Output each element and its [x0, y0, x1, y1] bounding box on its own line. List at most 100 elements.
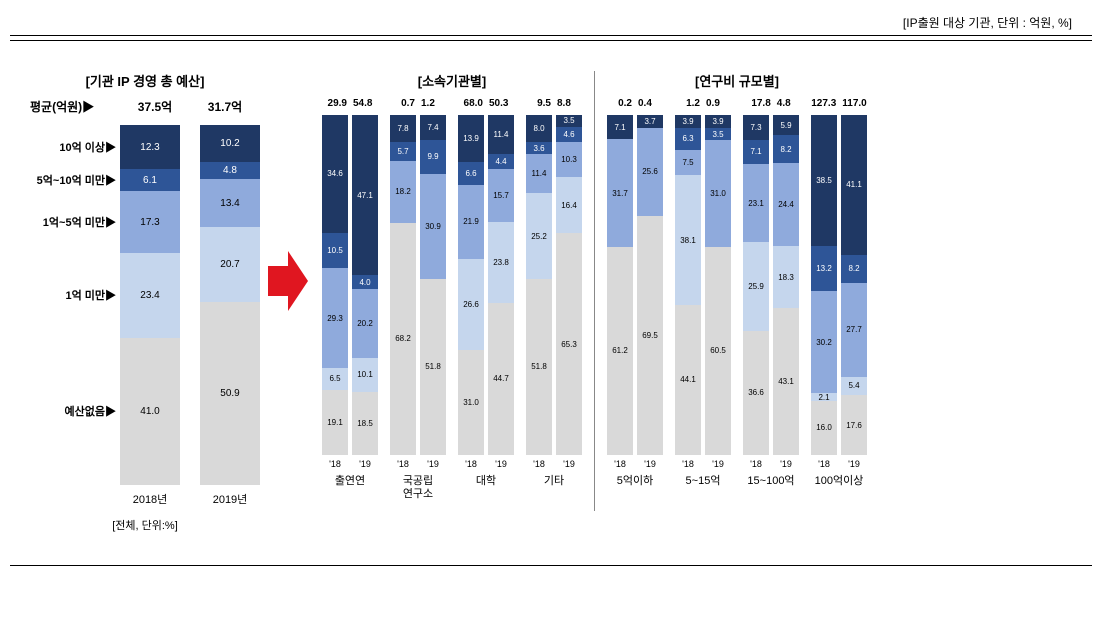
small-year-label: '18 [675, 459, 701, 469]
category-label: 1억 미만▶ [30, 253, 120, 337]
small-bar-segment: 8.0 [526, 115, 552, 142]
small-bar-segment: 13.2 [811, 246, 837, 291]
small-year-label: '19 [420, 459, 446, 469]
year-label: 2019년 [213, 491, 248, 507]
small-bar-segment: 3.7 [637, 115, 663, 128]
group-name: 국공립연구소 [403, 475, 433, 501]
small-year-label: '19 [488, 459, 514, 469]
bar-segment: 13.4 [200, 179, 260, 227]
small-bar-segment: 10.5 [322, 233, 348, 269]
small-bar-segment: 27.7 [841, 283, 867, 377]
small-bar-segment: 8.2 [773, 135, 799, 163]
small-bar-segment: 36.6 [743, 331, 769, 455]
small-bar-segment: 7.8 [390, 115, 416, 142]
small-stacked-bar: 8.03.611.425.251.8 [526, 115, 552, 455]
group-name: 출연연 [335, 475, 365, 501]
avg-row: 평균(억원)▶37.5억31.7억 [30, 98, 260, 115]
small-stacked-bar: 41.18.227.75.417.6 [841, 115, 867, 455]
category-label: 1억~5억 미만▶ [30, 191, 120, 253]
small-bar-segment: 20.2 [352, 289, 378, 358]
small-bar-segment: 11.4 [526, 154, 552, 193]
small-bar-segment: 34.6 [322, 115, 348, 233]
small-bar-segment: 31.7 [607, 139, 633, 247]
small-bar-segment: 23.8 [488, 222, 514, 303]
small-bar-segment: 18.2 [390, 161, 416, 223]
small-year-label: '18 [811, 459, 837, 469]
panel-divider [594, 71, 595, 511]
group-name: 15~100억 [747, 475, 794, 501]
small-bar-segment: 47.1 [352, 115, 378, 275]
small-bar-segment: 3.6 [526, 142, 552, 154]
chart-group: 17.84.87.37.123.125.936.65.98.224.418.34… [743, 98, 799, 501]
small-bar-segment: 4.6 [556, 127, 582, 143]
group-avg-value: 1.2 [686, 98, 700, 109]
category-labels: 10억 이상▶5억~10억 미만▶1억~5억 미만▶1억 미만▶예산없음▶ [30, 125, 120, 485]
small-bar-segment: 24.4 [773, 163, 799, 246]
category-label: 예산없음▶ [30, 338, 120, 485]
small-stacked-bar: 47.14.020.210.118.5 [352, 115, 378, 455]
group-name: 대학 [476, 475, 496, 501]
group-name: 100억이상 [815, 475, 864, 501]
small-stacked-bar: 34.610.529.36.519.1 [322, 115, 348, 455]
small-bar-segment: 5.9 [773, 115, 799, 135]
small-year-label: '18 [743, 459, 769, 469]
group-avg-value: 0.4 [638, 98, 652, 109]
bar-segment: 17.3 [120, 191, 180, 253]
small-bar-segment: 2.1 [811, 393, 837, 400]
small-panel: [연구비 규모별]0.20.47.131.761.23.725.669.5'18… [601, 71, 873, 501]
small-stacked-bar: 7.37.123.125.936.6 [743, 115, 769, 455]
chart-group: 1.20.93.96.37.538.144.13.93.531.060.5'18… [675, 98, 731, 501]
small-bar-segment: 25.9 [743, 242, 769, 330]
group-avg-value: 54.8 [353, 98, 372, 109]
chart-group: 127.3117.038.513.230.22.116.041.18.227.7… [811, 98, 867, 501]
small-year-label: '18 [458, 459, 484, 469]
small-stacked-bar: 13.96.621.926.631.0 [458, 115, 484, 455]
small-bar-segment: 7.5 [675, 150, 701, 176]
small-bar-segment: 41.1 [841, 115, 867, 255]
small-bar-segment: 5.7 [390, 142, 416, 161]
small-bar-segment: 7.1 [607, 115, 633, 139]
group-avg-value: 8.8 [557, 98, 571, 109]
small-panel-title: [소속기관별] [316, 71, 588, 90]
small-bar-segment: 29.3 [322, 268, 348, 368]
group-avg-value: 68.0 [464, 98, 483, 109]
small-stacked-bar: 7.49.930.951.8 [420, 115, 446, 455]
small-bar-segment: 4.4 [488, 154, 514, 169]
group-avg-value: 9.5 [537, 98, 551, 109]
small-bar-segment: 38.1 [675, 175, 701, 305]
small-year-label: '18 [526, 459, 552, 469]
chart-group: 0.71.27.85.718.268.27.49.930.951.8'18'19… [390, 98, 446, 501]
small-stacked-bar: 3.725.669.5 [637, 115, 663, 455]
stacked-bar: 10.24.813.420.750.9 [200, 125, 260, 485]
small-bar-segment: 3.5 [556, 115, 582, 127]
small-bar-segment: 21.9 [458, 185, 484, 259]
small-stacked-bar: 5.98.224.418.343.1 [773, 115, 799, 455]
small-bar-segment: 7.1 [743, 140, 769, 164]
small-bar-segment: 60.5 [705, 247, 731, 455]
small-bar-segment: 10.3 [556, 142, 582, 177]
bar-segment: 10.2 [200, 125, 260, 162]
bar-segment: 12.3 [120, 125, 180, 169]
small-bar-segment: 17.6 [841, 395, 867, 455]
group-avg-value: 50.3 [489, 98, 508, 109]
unit-header: [IP출원 대상 기관, 단위 : 억원, %] [10, 10, 1092, 36]
small-bar-segment: 25.2 [526, 193, 552, 279]
bottom-rule [10, 565, 1092, 566]
small-year-label: '18 [390, 459, 416, 469]
small-bar-segment: 3.9 [675, 115, 701, 128]
small-bar-segment: 7.4 [420, 115, 446, 140]
small-year-label: '18 [322, 459, 348, 469]
small-bar-segment: 69.5 [637, 216, 663, 455]
small-stacked-bar: 3.54.610.316.465.3 [556, 115, 582, 455]
bar-segment: 4.8 [200, 162, 260, 179]
small-bar-segment: 16.4 [556, 177, 582, 233]
chart-group: 68.0 50.3 13.96.621.926.631.011.44.415.723… [458, 98, 514, 501]
avg-label: 평균(억원)▶ [30, 98, 120, 115]
small-stacked-bar: 11.44.415.723.844.7 [488, 115, 514, 455]
group-avg-value: 17.8 [751, 98, 770, 109]
small-bar-segment: 30.9 [420, 174, 446, 279]
small-bar-segment: 3.5 [705, 128, 731, 140]
small-bar-segment: 9.9 [420, 140, 446, 174]
small-bar-segment: 18.3 [773, 246, 799, 308]
small-bar-segment: 4.0 [352, 275, 378, 289]
